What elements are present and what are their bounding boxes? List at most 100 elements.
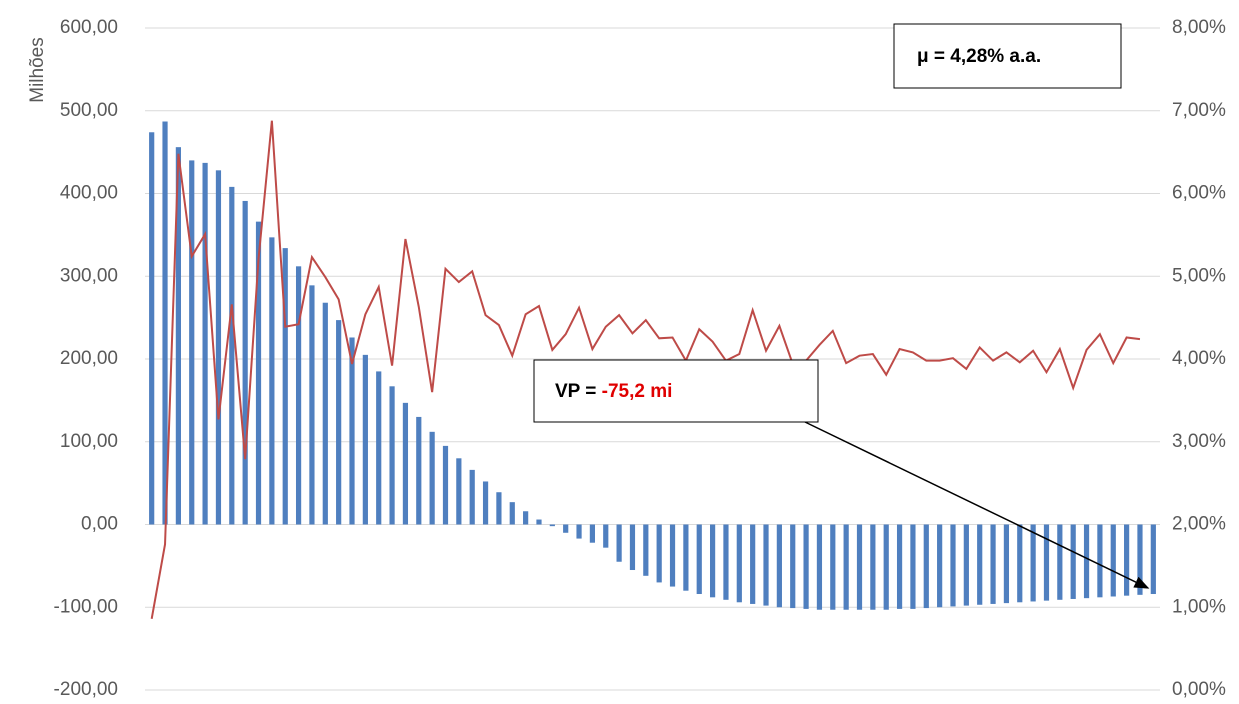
bar	[629, 524, 636, 571]
bar	[376, 371, 382, 525]
bar	[643, 524, 649, 576]
bar	[790, 524, 796, 609]
bar	[1124, 524, 1130, 596]
bar	[603, 524, 609, 548]
bar	[776, 524, 782, 608]
annotation-box	[893, 23, 1122, 89]
y-tick-label: 600,00	[60, 17, 118, 38]
bar	[429, 431, 435, 525]
bar	[456, 458, 462, 525]
bar	[389, 386, 395, 525]
bar	[1057, 524, 1063, 600]
bar	[669, 524, 676, 587]
bar	[990, 524, 996, 604]
y-tick-label: 500,00	[60, 100, 118, 121]
bar	[563, 524, 569, 533]
y2-tick-label: 8,00%	[1172, 17, 1226, 38]
bar	[816, 524, 823, 610]
bar	[1070, 524, 1076, 599]
bar	[1097, 524, 1103, 598]
bar	[1137, 524, 1143, 595]
bar	[763, 524, 769, 606]
bar	[496, 492, 502, 525]
bar	[1030, 524, 1036, 602]
bar	[282, 248, 288, 525]
y2-tick-label: 3,00%	[1172, 431, 1226, 452]
y-tick-label: 200,00	[60, 348, 118, 369]
bar	[616, 524, 622, 562]
bar	[656, 524, 662, 583]
bar	[309, 285, 315, 525]
bar	[416, 416, 422, 525]
bar	[937, 524, 943, 608]
bar	[683, 524, 689, 591]
bar	[255, 221, 262, 525]
bar	[549, 524, 555, 527]
bar	[215, 170, 222, 525]
bar	[442, 445, 449, 525]
line	[150, 120, 1141, 620]
bar	[923, 524, 929, 609]
y2-tick-label: 7,00%	[1172, 100, 1226, 121]
bar	[1017, 524, 1023, 603]
y2-tick-label: 5,00%	[1172, 265, 1226, 286]
bar	[536, 519, 542, 525]
bar	[750, 524, 756, 604]
bar	[709, 524, 716, 598]
bar	[523, 511, 529, 525]
y-tick-label: 0,00	[81, 514, 118, 535]
bar	[509, 502, 515, 525]
bar	[349, 337, 355, 525]
y-tick-label: 400,00	[60, 183, 118, 204]
annotation: μ = 4,28% a.a.	[917, 46, 1041, 67]
bar	[1110, 524, 1116, 597]
bar	[883, 524, 889, 610]
bar	[1043, 524, 1050, 601]
bar	[202, 162, 208, 525]
bar	[362, 354, 368, 525]
bar	[910, 524, 916, 609]
annotation-box	[533, 359, 819, 423]
bar	[149, 132, 155, 525]
y2-tick-label: 2,00%	[1172, 514, 1226, 535]
bar	[229, 186, 235, 525]
bar	[175, 147, 181, 525]
bar	[830, 524, 836, 610]
bar	[589, 524, 596, 543]
bar	[189, 160, 195, 525]
bar	[977, 524, 983, 605]
bar	[896, 524, 903, 609]
y2-tick-label: 1,00%	[1172, 596, 1226, 617]
bar	[336, 320, 342, 525]
arrow	[804, 421, 1150, 589]
bar	[242, 200, 248, 525]
y-tick-label: 100,00	[60, 431, 118, 452]
annotation-text: VP =	[555, 381, 602, 402]
y2-tick-label: 6,00%	[1172, 183, 1226, 204]
y-tick-label: 300,00	[60, 265, 118, 286]
bar	[469, 469, 475, 525]
bar	[950, 524, 956, 607]
bar	[1150, 524, 1156, 595]
bar	[856, 524, 863, 610]
y-tick-label: -100,00	[54, 596, 118, 617]
bar	[803, 524, 809, 609]
annotation-highlight: -75,2 mi	[602, 381, 673, 402]
bar	[402, 402, 409, 525]
bar	[723, 524, 729, 600]
y-axis-title: Milhões	[27, 37, 48, 102]
bar	[696, 524, 702, 595]
bar	[870, 524, 876, 610]
bar	[482, 481, 489, 525]
y2-tick-label: 4,00%	[1172, 348, 1226, 369]
bar	[1003, 524, 1010, 604]
bar	[963, 524, 969, 606]
bar	[295, 266, 302, 525]
bar	[576, 524, 582, 539]
annotation: VP = -75,2 mi	[555, 381, 672, 402]
y-tick-label: -200,00	[54, 679, 118, 700]
y2-tick-label: 0,00%	[1172, 679, 1226, 700]
bar	[1083, 524, 1090, 599]
bar	[162, 121, 168, 525]
